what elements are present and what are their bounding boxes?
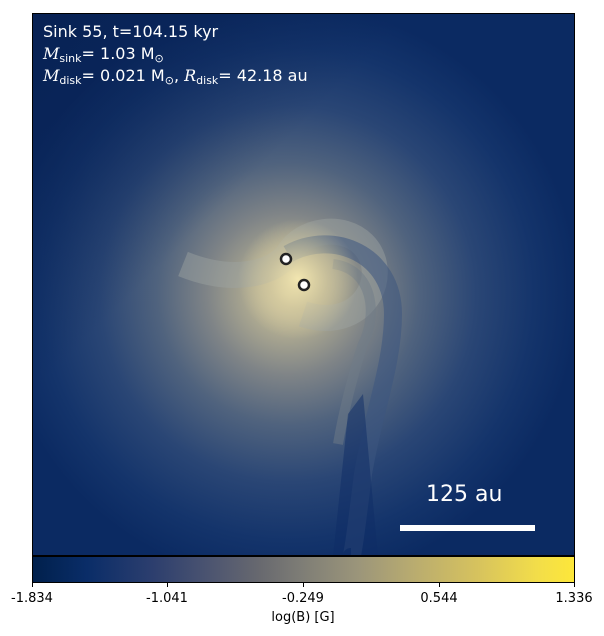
disk-mass-unit-subscript: ⊙ — [164, 74, 174, 87]
sink-mass-symbol: M — [43, 44, 60, 63]
separator: , — [173, 66, 185, 85]
magnetic-field-map: Sink 55, t=104.15 kyr Msink= 1.03 M⊙ Mdi… — [32, 13, 575, 556]
dark-streak — [333, 394, 378, 555]
sink-mass-label: Msink= 1.03 M⊙ — [43, 44, 164, 69]
disk-radius-value: = 42.18 au — [218, 66, 308, 85]
disk-mass-subscript: disk — [59, 74, 82, 87]
colorbar-tick-label: 1.336 — [555, 591, 593, 606]
colorbar-tick-label: -1.834 — [11, 591, 53, 606]
sink-time-label: Sink 55, t=104.15 kyr — [43, 22, 218, 42]
sink-companion-marker — [297, 278, 311, 292]
sink-particle-marker — [279, 252, 293, 266]
disk-radius-symbol: R — [184, 66, 197, 85]
disk-mass-value: = 0.021 M — [81, 66, 165, 85]
colorbar-tick-label: -0.249 — [282, 591, 324, 606]
scale-bar — [400, 525, 535, 531]
disk-mass-symbol: M — [43, 66, 60, 85]
colorbar-tick-label: -1.041 — [146, 591, 188, 606]
colorbar-tick — [167, 583, 168, 587]
sink-mass-subscript: sink — [59, 52, 82, 65]
sink-mass-unit-subscript: ⊙ — [154, 52, 164, 65]
colorbar-tick-label: 0.544 — [420, 591, 458, 606]
disk-radius-subscript: disk — [196, 74, 219, 87]
colorbar-tick — [574, 583, 575, 587]
colorbar-label: log(B) [G] — [271, 610, 335, 625]
colorbar — [32, 556, 575, 583]
disk-properties-label: Mdisk= 0.021 M⊙, Rdisk= 42.18 au — [43, 66, 308, 91]
sink-mass-value: = 1.03 M — [81, 44, 155, 63]
field-image — [33, 14, 574, 555]
colorbar-tick — [439, 583, 440, 587]
scale-bar-label: 125 au — [426, 482, 503, 507]
colorbar-tick — [32, 583, 33, 587]
sink-time-text: Sink 55, t=104.15 kyr — [43, 22, 219, 41]
colorbar-tick — [303, 583, 304, 587]
